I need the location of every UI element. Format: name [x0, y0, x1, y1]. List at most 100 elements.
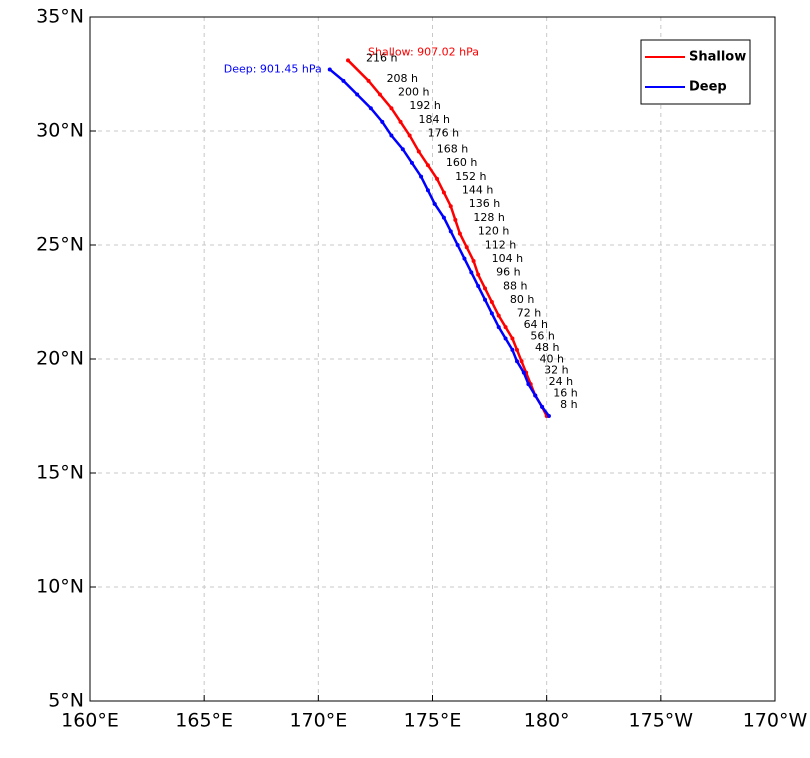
- track-point: [425, 163, 430, 168]
- track-point: [457, 231, 462, 236]
- end-label: Deep: 901.45 hPa: [224, 62, 322, 75]
- track-point: [489, 311, 494, 316]
- x-tick-label: 170°W: [743, 710, 808, 732]
- time-label: 128 h: [473, 211, 504, 224]
- time-label: 72 h: [517, 307, 541, 320]
- time-label: 120 h: [478, 225, 509, 238]
- track-point: [471, 258, 476, 263]
- time-label: 16 h: [553, 386, 577, 399]
- track-point: [514, 359, 519, 364]
- track-point: [503, 325, 508, 330]
- y-tick-label: 5°N: [48, 690, 84, 712]
- track-point: [416, 149, 421, 154]
- y-tick-label: 35°N: [36, 6, 84, 28]
- track-point: [355, 92, 360, 97]
- track-point: [546, 414, 551, 418]
- legend-label: Deep: [689, 80, 727, 95]
- time-label: 32 h: [544, 364, 568, 377]
- track-point: [521, 370, 526, 375]
- track-point: [407, 133, 412, 138]
- end-label: Shallow: 907.02 hPa: [368, 45, 479, 58]
- track-point: [464, 245, 469, 250]
- track-point: [496, 325, 501, 330]
- time-label: 200 h: [398, 86, 429, 99]
- track-point: [341, 78, 346, 83]
- track-point: [526, 382, 531, 387]
- track-point: [368, 106, 373, 111]
- track-point: [346, 58, 351, 63]
- time-label: 144 h: [462, 184, 493, 197]
- x-tick-label: 170°E: [289, 710, 347, 732]
- track-point: [462, 256, 467, 261]
- y-tick-label: 15°N: [36, 462, 84, 484]
- track-point: [409, 160, 414, 165]
- track-point: [377, 92, 382, 97]
- track-point: [448, 204, 453, 209]
- time-label: 216 h: [366, 51, 397, 64]
- track-point: [483, 286, 488, 291]
- track-point: [533, 393, 538, 398]
- track-point: [425, 188, 430, 193]
- x-tick-label: 175°E: [404, 710, 462, 732]
- track-point: [419, 174, 424, 179]
- track-point: [380, 119, 385, 124]
- track-point: [441, 190, 446, 195]
- track-point: [455, 243, 460, 247]
- time-label: 168 h: [437, 143, 468, 156]
- time-label: 112 h: [485, 238, 516, 251]
- track-point: [483, 297, 488, 302]
- legend-box: [640, 39, 751, 105]
- track-point: [400, 147, 405, 152]
- track-point: [441, 215, 446, 220]
- track-point: [435, 176, 440, 181]
- track-point: [489, 300, 494, 304]
- time-label: 176 h: [428, 127, 459, 140]
- track-point: [519, 359, 524, 364]
- y-tick-label: 20°N: [36, 348, 84, 370]
- track-point: [476, 272, 481, 277]
- track-point: [389, 106, 394, 111]
- time-label: 104 h: [492, 252, 523, 265]
- time-label: 192 h: [409, 99, 440, 112]
- track-point: [540, 404, 545, 409]
- track-point: [398, 119, 403, 124]
- track-point: [503, 336, 508, 341]
- track-point: [476, 284, 481, 289]
- time-label: 160 h: [446, 156, 477, 169]
- x-tick-label: 175°W: [629, 710, 694, 732]
- track-point: [510, 336, 515, 341]
- track-point: [327, 67, 332, 72]
- x-tick-label: 180°: [524, 710, 570, 732]
- legend-label: Shallow: [689, 50, 746, 65]
- track-point: [389, 133, 394, 138]
- time-label: 184 h: [419, 113, 450, 126]
- track-point: [453, 217, 458, 222]
- plot-frame: [89, 16, 776, 702]
- time-label: 56 h: [530, 329, 554, 342]
- x-tick-label: 165°E: [175, 710, 233, 732]
- track-point: [496, 313, 501, 318]
- time-label: 64 h: [524, 318, 548, 331]
- y-tick-label: 30°N: [36, 120, 84, 142]
- time-label: 24 h: [549, 375, 573, 388]
- time-label: 136 h: [469, 197, 500, 210]
- track-point: [432, 201, 437, 206]
- track-point: [510, 347, 515, 352]
- track-point: [514, 347, 519, 352]
- time-label: 80 h: [510, 293, 534, 306]
- time-label: 8 h: [560, 398, 577, 411]
- time-label: 48 h: [535, 341, 559, 354]
- track-line: [328, 68, 550, 417]
- time-label: 208 h: [387, 72, 418, 85]
- track-point: [469, 270, 474, 275]
- time-label: 88 h: [503, 279, 527, 292]
- time-label: 152 h: [455, 170, 486, 183]
- time-label: 40 h: [540, 352, 564, 365]
- x-tick-label: 160°E: [61, 710, 119, 732]
- track-point: [366, 78, 371, 83]
- track-point: [448, 229, 453, 234]
- track-line: [347, 59, 548, 417]
- y-tick-label: 25°N: [36, 234, 84, 256]
- y-tick-label: 10°N: [36, 576, 84, 598]
